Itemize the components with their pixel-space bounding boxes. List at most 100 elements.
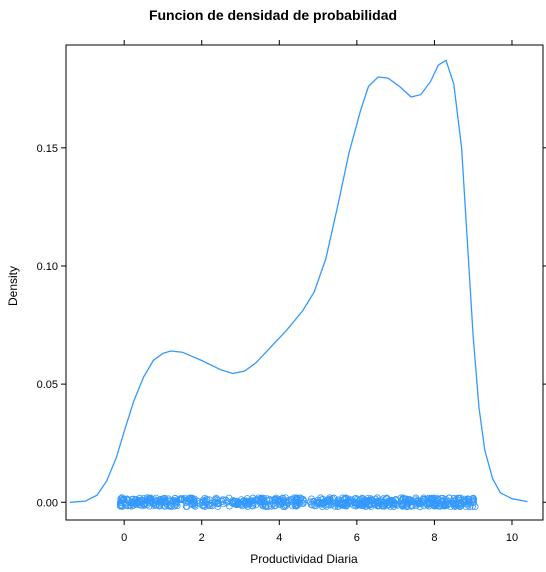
rug-point [367, 496, 375, 504]
y-tick-label: 0.00 [37, 497, 58, 509]
rug-point [455, 502, 462, 509]
rug-point [237, 501, 245, 508]
rug-point [123, 496, 131, 504]
rug-point [454, 494, 462, 502]
rug-point [242, 497, 250, 505]
rug-point [362, 499, 370, 507]
rug-point [200, 501, 208, 509]
rug-point [404, 496, 412, 503]
rug-point [199, 496, 207, 504]
rug-point [321, 497, 329, 505]
rug-point [399, 502, 407, 510]
rug-point [232, 498, 239, 505]
rug-point [370, 501, 378, 508]
rug-point [362, 502, 370, 510]
rug-point [289, 502, 296, 510]
rug-point [327, 501, 335, 509]
rug-point [319, 499, 327, 507]
rug-point [342, 494, 350, 502]
x-axis-label: Productividad Diaria [250, 552, 358, 566]
x-axis-ticks: 0 2 4 6 8 10 [121, 40, 518, 544]
rug-point [279, 497, 287, 504]
rug-point [249, 494, 257, 502]
rug-point [265, 496, 273, 504]
rug-point [433, 502, 440, 510]
rug-point [127, 499, 135, 507]
rug-point [343, 495, 350, 502]
x-tick-label: 8 [431, 532, 437, 544]
rug-point [167, 503, 175, 510]
rug-point [380, 500, 388, 507]
rug-point [285, 497, 292, 504]
rug-point [382, 500, 390, 508]
x-tick-label: 6 [354, 532, 360, 544]
rug-point [119, 494, 126, 502]
rug-point [308, 495, 315, 503]
rug-point [146, 495, 154, 503]
rug-point [408, 498, 416, 505]
rug-point [252, 501, 260, 509]
rug-point [367, 503, 375, 511]
rug-point [214, 503, 222, 510]
rug-point [256, 498, 264, 506]
x-tick-label: 2 [199, 532, 205, 544]
y-tick-label: 0.05 [37, 379, 58, 391]
rug-point [224, 498, 232, 506]
rug-point [145, 502, 153, 510]
rug-point [471, 503, 479, 511]
rug-point [116, 499, 124, 506]
rug-point [172, 499, 180, 507]
rug-point [189, 495, 196, 503]
rug-point [133, 500, 141, 508]
rug-point [425, 499, 432, 506]
rug-point [292, 502, 300, 510]
rug-point [462, 503, 470, 511]
rug-point [220, 500, 227, 508]
density-curve [69, 59, 528, 503]
rug-point [201, 494, 209, 502]
x-tick-label: 10 [506, 532, 518, 544]
rug-point [118, 503, 126, 510]
rug-point [459, 498, 467, 506]
rug-point [162, 497, 169, 505]
rug-point [452, 501, 460, 509]
rug-point [233, 501, 240, 509]
rug-point [271, 502, 278, 510]
rug-point [157, 498, 165, 506]
rug-point [125, 502, 133, 509]
rug-point [341, 499, 349, 507]
rug-point [292, 502, 300, 509]
chart-title: Funcion de densidad de probabilidad [149, 7, 397, 23]
plot-frame [65, 44, 544, 521]
rug-point [141, 501, 148, 509]
y-tick-label: 0.10 [37, 261, 58, 273]
y-axis-label: Density [6, 266, 20, 306]
rug-point [180, 496, 188, 504]
rug-point [212, 494, 220, 502]
rug-point [326, 494, 334, 502]
rug-point [464, 501, 472, 509]
x-tick-label: 4 [276, 532, 282, 544]
rug-point [430, 494, 438, 502]
rug-point [436, 503, 444, 510]
y-tick-label: 0.15 [37, 143, 58, 155]
rug-point [445, 494, 453, 502]
rug-point [243, 501, 250, 509]
rug-point [311, 502, 319, 509]
rug-point [359, 501, 367, 508]
rug-point [380, 502, 388, 509]
rug-point [408, 502, 415, 510]
rug-point [260, 499, 268, 507]
rug-point [352, 499, 360, 507]
rug-point [306, 498, 314, 506]
rug-point [144, 494, 151, 502]
rug-point [352, 494, 360, 502]
rug-point [191, 502, 199, 510]
rug-point [222, 496, 230, 504]
rug-point [415, 500, 422, 508]
rug-point [428, 495, 436, 503]
rug-point [451, 503, 459, 510]
x-tick-label: 0 [121, 532, 127, 544]
rug-point [464, 495, 472, 503]
